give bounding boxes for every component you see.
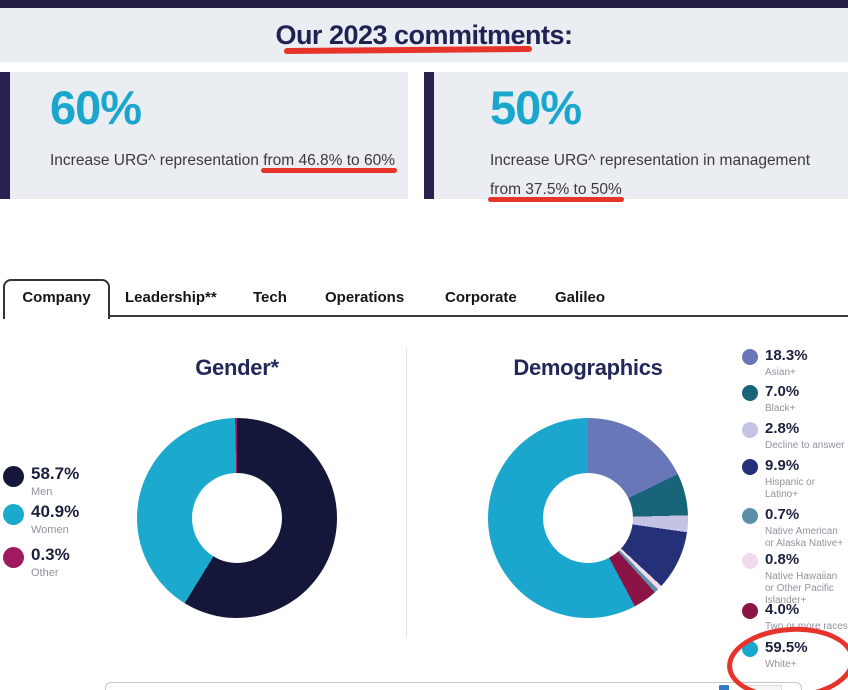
legend-percent: 58.7% (31, 464, 80, 483)
top-navy-bar (0, 0, 848, 8)
legend-item-decline-to-answer: 2.8% Decline to answer (742, 420, 845, 452)
legend-swatch-icon (742, 553, 758, 569)
tab-galileo[interactable]: Galileo (555, 289, 606, 306)
legend-swatch-icon (742, 508, 758, 524)
legend-label: Black+ (765, 402, 796, 414)
legend-label: Asian+ (765, 366, 796, 378)
legend-swatch-icon (742, 603, 758, 619)
tab-leadership[interactable]: Leadership** (125, 289, 217, 306)
legend-item-women: 40.9% Women (3, 502, 80, 537)
legend-label: Native Hawaiian or Other Pacific Islande… (765, 570, 838, 606)
commitments-header-band: Our 2023 commitments: (0, 8, 848, 62)
legend-swatch-icon (742, 385, 758, 401)
page-title: Our 2023 commitments: (275, 20, 573, 50)
legend-label: Two or more races (765, 620, 848, 632)
legend-label: Women (31, 523, 69, 536)
tab-bar-rule (106, 315, 848, 317)
desc-underlined-text: from 37.5% to 50% (490, 181, 622, 199)
legend-label: Men (31, 485, 53, 498)
legend-item-white: 59.5% White+ (742, 639, 808, 671)
legend-percent: 0.3% (31, 545, 70, 564)
stat-50-value: 50% (490, 81, 582, 134)
tab-company[interactable]: Company (3, 279, 110, 319)
legend-percent: 0.7% (765, 506, 800, 523)
legend-percent: 18.3% (765, 347, 808, 364)
legend-percent: 40.9% (31, 502, 80, 521)
legend-label: White+ (765, 658, 797, 670)
legend-percent: 4.0% (765, 601, 800, 618)
legend-label: Hispanic or Latino+ (765, 476, 816, 500)
legend-percent: 7.0% (765, 383, 800, 400)
legend-item-other: 0.3% Other (3, 545, 70, 580)
legend-label: Native American or Alaska Native+ (765, 525, 844, 549)
legend-swatch-icon (742, 459, 758, 475)
stat-50-description: Increase URG^ representation in manageme… (490, 146, 848, 205)
commitment-card-60: 60% Increase URG^ representation from 46… (0, 72, 408, 199)
legend-percent: 9.9% (765, 457, 800, 474)
legend-swatch-icon (3, 466, 24, 487)
legend-item-two-or-more-races: 4.0% Two or more races (742, 601, 848, 633)
embedded-viz-frame[interactable] (105, 682, 802, 690)
demographics-donut-chart[interactable] (488, 418, 688, 618)
desc-text: Increase URG^ representation (50, 152, 264, 169)
card-accent-bar (0, 72, 10, 199)
tab-corporate[interactable]: Corporate (445, 289, 517, 306)
legend-item-asian: 18.3% Asian+ (742, 347, 808, 379)
legend-item-native-hawaiian-or-other-pacific-islander: 0.8% Native Hawaiian or Other Pacific Isl… (742, 551, 848, 607)
legend-label: Other (31, 566, 59, 579)
desc-underlined-text: from 46.8% to 60% (263, 152, 396, 169)
legend-percent: 59.5% (765, 639, 808, 656)
tab-operations[interactable]: Operations (325, 289, 405, 306)
legend-swatch-icon (3, 504, 24, 525)
legend-item-black: 7.0% Black+ (742, 383, 800, 415)
embed-toolbar-fragment (746, 685, 782, 690)
legend-swatch-icon (742, 641, 758, 657)
card-accent-bar (424, 72, 434, 199)
legend-swatch-icon (742, 422, 758, 438)
legend-item-hispanic-or-latino: 9.9% Hispanic or Latino+ (742, 457, 848, 501)
gender-chart-title: Gender* (195, 355, 279, 380)
viz-embed-logo-icon[interactable] (719, 685, 729, 690)
commitment-card-50: 50% Increase URG^ representation in mana… (424, 72, 848, 199)
legend-item-men: 58.7% Men (3, 464, 80, 499)
legend-swatch-icon (3, 547, 24, 568)
legend-label: Decline to answer (765, 439, 845, 451)
legend-percent: 0.8% (765, 551, 800, 568)
desc-text: Increase URG^ representation in manageme… (490, 152, 811, 169)
marker-circle-white-legend (724, 622, 848, 690)
stat-60-value: 60% (50, 81, 142, 134)
gender-donut-chart[interactable] (137, 418, 337, 618)
legend-swatch-icon (742, 349, 758, 365)
legend-percent: 2.8% (765, 420, 800, 437)
tab-tech[interactable]: Tech (253, 289, 287, 306)
stat-60-description: Increase URG^ representation from 46.8% … (50, 146, 420, 175)
legend-item-native-american-or-alaska-native: 0.7% Native American or Alaska Native+ (742, 506, 848, 550)
demographics-chart-title: Demographics (513, 355, 663, 380)
chart-divider (406, 348, 407, 638)
